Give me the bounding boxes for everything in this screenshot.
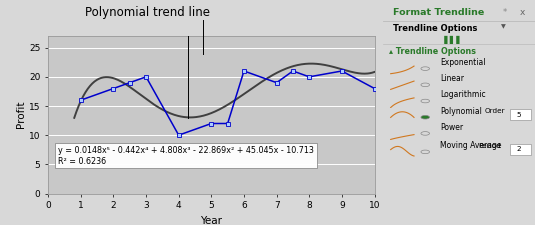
X-axis label: Year: Year [200,216,223,225]
Text: Moving Average: Moving Average [440,141,502,150]
Text: ▼: ▼ [501,24,506,29]
Text: ▴ Trendline Options: ▴ Trendline Options [388,47,476,56]
Text: Trendline Options: Trendline Options [393,24,478,33]
Text: Period: Period [479,143,501,149]
Text: Format Trendline: Format Trendline [393,8,485,17]
Text: Polynomial: Polynomial [440,107,483,116]
Text: Polynomial trend line: Polynomial trend line [85,6,210,19]
Text: Logarithmic: Logarithmic [440,90,486,99]
Text: y = 0.0148x⁵ - 0.442x⁴ + 4.808x³ - 22.869x² + 45.045x - 10.713
R² = 0.6236: y = 0.0148x⁵ - 0.442x⁴ + 4.808x³ - 22.86… [58,146,314,166]
Text: *: * [502,8,507,17]
Text: ▐▐▐: ▐▐▐ [440,35,460,44]
Text: x: x [520,8,525,17]
FancyBboxPatch shape [510,144,531,155]
Text: Exponential: Exponential [440,58,486,67]
Y-axis label: Profit: Profit [16,101,26,128]
Text: 2: 2 [517,146,521,152]
Text: 5: 5 [517,112,521,117]
Text: Power: Power [440,123,464,132]
Text: Order: Order [485,108,506,114]
Text: Linear: Linear [440,74,464,83]
FancyBboxPatch shape [510,109,531,120]
